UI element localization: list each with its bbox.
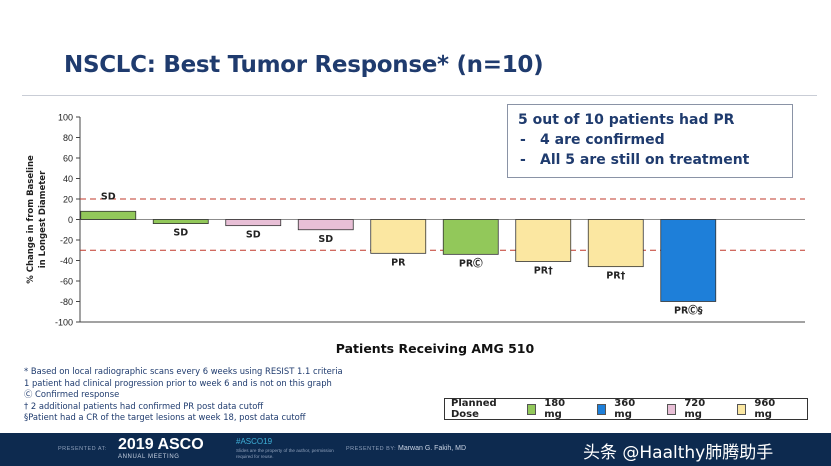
y-tick-label: 80 bbox=[63, 133, 73, 143]
legend-label: 360 mg bbox=[614, 398, 636, 420]
x-axis-label: Patients Receiving AMG 510 bbox=[336, 341, 535, 356]
meeting-subtitle: ANNUAL MEETING bbox=[118, 454, 180, 460]
bar bbox=[297, 219, 354, 231]
footnote: † 2 additional patients had confirmed PR… bbox=[24, 400, 264, 411]
permission-note: Slides are the property of the author, p… bbox=[236, 448, 334, 459]
tumor-response-chart: 100 80 60 40 20 0 -20 -40 -60 -80 -100 % Change in … bbox=[26, 113, 805, 356]
y-axis-label-line2: in Longest Diameter bbox=[38, 170, 48, 268]
legend-swatch bbox=[526, 403, 537, 415]
data-label: SD bbox=[173, 228, 188, 239]
y-tick-label: 100 bbox=[58, 113, 73, 123]
presenter-name: Marwan G. Fakih, MD bbox=[398, 445, 467, 452]
bar bbox=[587, 219, 644, 268]
data-label: SD bbox=[101, 191, 116, 202]
legend-item-360mg: 360 mg bbox=[596, 398, 649, 420]
legend-label: 180 mg bbox=[544, 398, 566, 420]
footer-bar: PRESENTED AT: 2019 ASCO ANNUAL MEETING #… bbox=[0, 433, 831, 466]
footnotes: * Based on local radiographic scans ever… bbox=[24, 366, 434, 424]
source-watermark-tag: 头条 @Haalthy肺腾助手 bbox=[583, 443, 774, 463]
legend-swatch bbox=[596, 403, 607, 415]
bar bbox=[80, 210, 137, 220]
footnote: 1 patient had clinical progression prior… bbox=[24, 377, 332, 388]
data-label: SD bbox=[246, 230, 261, 241]
legend-item-960mg: 960 mg bbox=[736, 398, 789, 420]
presented-by-label: PRESENTED BY: bbox=[346, 446, 397, 452]
data-label: PRⒸ bbox=[459, 257, 483, 269]
legend-title: Planned Dose bbox=[451, 398, 497, 420]
legend-item-720mg: 720 mg bbox=[666, 398, 719, 420]
y-tick-label: -20 bbox=[60, 236, 73, 246]
legend-label: 960 mg bbox=[754, 398, 776, 420]
y-tick-label: -100 bbox=[55, 318, 73, 328]
y-tick-label: 60 bbox=[63, 154, 73, 164]
bar bbox=[515, 219, 572, 262]
bar bbox=[660, 219, 717, 302]
summary-bullet: - All 5 are still on treatment bbox=[518, 150, 782, 170]
y-axis-label: % Change in from Baseline bbox=[26, 155, 36, 284]
y-tick-label: -40 bbox=[60, 256, 73, 266]
hashtag: #ASCO19 bbox=[236, 437, 273, 446]
y-tick-label: -60 bbox=[60, 277, 73, 287]
bullet-dash: - bbox=[520, 152, 526, 168]
footnote: §Patient had a CR of the target lesions … bbox=[24, 412, 306, 422]
y-tick-label: 40 bbox=[63, 174, 73, 184]
legend-item-180mg: 180 mg bbox=[526, 398, 579, 420]
bullet-dash: - bbox=[520, 132, 526, 148]
asco-logo-text: 2019 ASCO bbox=[118, 436, 204, 453]
summary-bullet-text: All 5 are still on treatment bbox=[540, 152, 750, 168]
legend-label: 720 mg bbox=[684, 398, 706, 420]
y-tick-label: 0 bbox=[68, 215, 73, 225]
data-label: SD bbox=[318, 234, 333, 245]
title-divider bbox=[22, 95, 817, 96]
data-label: PR bbox=[391, 257, 406, 268]
bar bbox=[442, 219, 499, 255]
summary-headline: 5 out of 10 patients had PR bbox=[518, 112, 735, 128]
summary-box: 5 out of 10 patients had PR -4 are confi… bbox=[507, 104, 793, 178]
dose-legend: Planned Dose 180 mg 360 mg 720 mg 960 mg bbox=[444, 398, 808, 420]
footnote: * Based on local radiographic scans ever… bbox=[24, 366, 343, 376]
summary-bullet: -4 are confirmed bbox=[518, 130, 782, 150]
data-label: PRⒸ§ bbox=[674, 305, 703, 317]
presented-at-label: PRESENTED AT: bbox=[58, 446, 107, 452]
bar bbox=[225, 219, 282, 227]
legend-swatch bbox=[666, 403, 677, 415]
legend-swatch bbox=[736, 403, 747, 415]
data-label: PR† bbox=[606, 271, 625, 282]
bar bbox=[152, 219, 209, 224]
footnote: Ⓒ Confirmed response bbox=[24, 389, 120, 399]
page-title: NSCLC: Best Tumor Response* (n=10) bbox=[64, 52, 544, 78]
summary-bullet-text: 4 are confirmed bbox=[540, 132, 665, 148]
data-label: PR† bbox=[534, 266, 553, 277]
y-tick-label: -80 bbox=[60, 297, 73, 307]
y-tick-label: 20 bbox=[63, 195, 73, 205]
bar bbox=[370, 219, 427, 254]
